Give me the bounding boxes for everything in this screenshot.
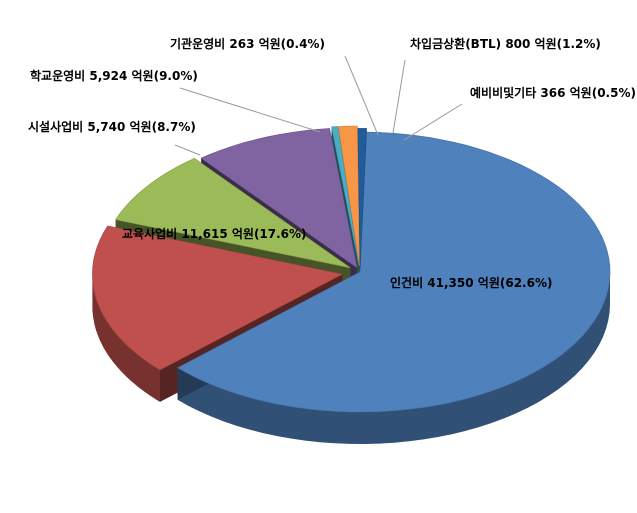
leader-line-2 [174,144,201,156]
leader-line-4 [344,55,379,136]
leader-line-5 [392,59,406,134]
slice-0 [176,131,611,413]
slice-3 [200,128,358,269]
data-label-3: 학교운영비 5,924 억원(9.0%) [30,68,198,83]
data-label-6: 예비비및기타 366 억원(0.5%) [470,85,636,100]
slice-6 [357,128,367,269]
pie-tops [92,125,611,413]
data-label-1: 교육사업비 11,615 억원(17.6%) [122,226,307,241]
data-label-0: 인건비 41,350 억원(62.6%) [390,275,552,290]
leader-line-6 [403,103,463,141]
data-labels: 인건비 41,350 억원(62.6%) 교육사업비 11,615 억원(17.6… [28,36,636,290]
data-label-5: 차입금상환(BTL) 800 억원(1.2%) [410,36,601,51]
slice-1 [92,225,344,371]
slice-2 [115,157,351,269]
slice-side-1 [92,274,160,402]
slice-4 [331,126,360,267]
slice-side-0 [177,272,610,444]
leader-line-3 [179,87,321,133]
data-label-2: 시설사업비 5,740 억원(8.7%) [28,119,196,134]
slice-5 [338,125,360,267]
data-label-4: 기관운영비 263 억원(0.4%) [170,36,325,51]
label-leaders [174,55,463,156]
